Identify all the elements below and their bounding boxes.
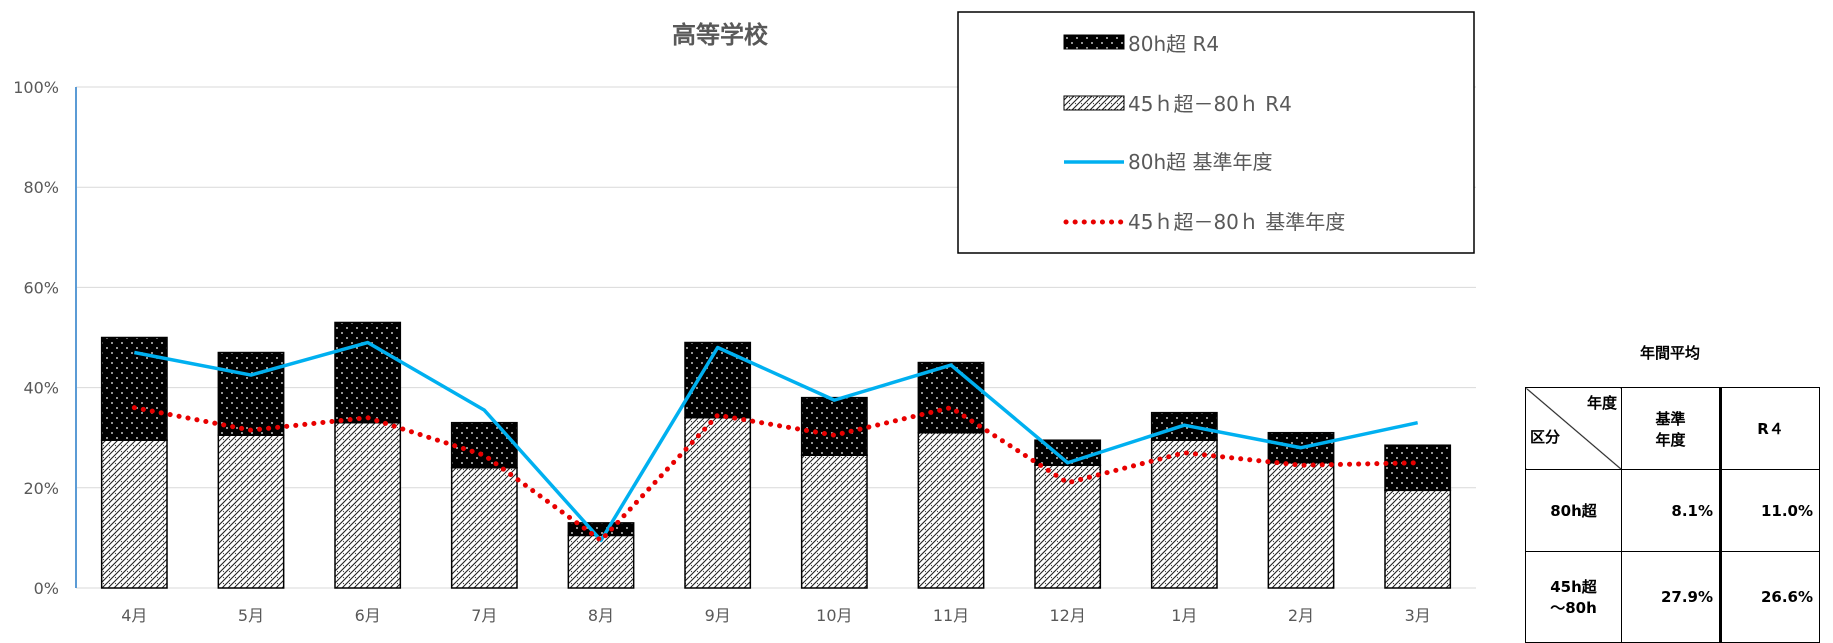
legend-label-80h-r4: 80h超 R4	[1128, 32, 1219, 56]
cell-80h-base: 8.1%	[1621, 469, 1721, 552]
header-base-line2: 年度	[1655, 430, 1686, 449]
annual-average-table: 年度 区分 基準 年度 R４ 80h超 8.1% 11.0% 45h超 ～80h…	[1525, 387, 1820, 643]
x-tick-label: 4月	[121, 606, 147, 625]
line-45h-base	[131, 404, 1421, 544]
x-tick-label: 11月	[933, 606, 969, 625]
table-corner-cell: 年度 区分	[1525, 387, 1622, 470]
x-tick-label: 9月	[705, 606, 731, 625]
bar-80h-r4	[450, 421, 518, 469]
bar-45h-r4	[800, 454, 868, 589]
bar-45h-r4	[1267, 462, 1335, 589]
x-tick-label: 7月	[471, 606, 497, 625]
x-tick-label: 12月	[1049, 606, 1085, 625]
line-80h-base	[134, 340, 1419, 543]
row-label-45h-line2: ～80h	[1550, 599, 1597, 617]
y-tick-label: 80%	[23, 178, 59, 197]
x-tick-label: 6月	[355, 606, 381, 625]
bar-80h-r4	[684, 341, 752, 419]
x-tick-label: 10月	[816, 606, 852, 625]
cell-45h-r4: 26.6%	[1719, 551, 1820, 643]
y-tick-label: 20%	[23, 479, 59, 498]
row-label-80h: 80h超	[1525, 469, 1622, 552]
bar-45h-r4	[567, 534, 635, 589]
y-tick-label: 40%	[23, 379, 59, 398]
bar-80h-r4	[800, 396, 868, 456]
row-label-45h-line1: 45h超	[1550, 578, 1597, 596]
bar-45h-r4	[100, 439, 168, 589]
x-tick-label: 2月	[1288, 606, 1314, 625]
legend: 80h超 R4 45ｈ超－80ｈ R4 80h超 基準年度 45ｈ超－80ｈ 基…	[957, 11, 1475, 254]
x-axis: 4月 5月 6月 7月 8月 9月 10月 11月 12月 1月 2月 3月	[121, 606, 1431, 625]
bar-80h-r4	[1384, 444, 1452, 492]
x-tick-label: 8月	[588, 606, 614, 625]
bar-80h-r4	[334, 321, 402, 424]
legend-label-80h-base: 80h超 基準年度	[1128, 150, 1272, 174]
bar-45h-r4	[217, 434, 285, 589]
x-tick-label: 3月	[1405, 606, 1431, 625]
header-base-year: 基準 年度	[1621, 387, 1721, 470]
bar-80h-r4	[100, 336, 168, 441]
y-tick-label: 60%	[23, 278, 59, 297]
lines	[131, 340, 1421, 544]
legend-swatch-45h-r4	[1063, 95, 1125, 111]
bar-45h-r4	[334, 421, 402, 589]
corner-year-label: 年度	[1586, 394, 1617, 412]
legend-swatch-80h-r4	[1063, 34, 1125, 50]
bar-45h-r4	[1384, 489, 1452, 589]
header-base-line1: 基準	[1655, 409, 1686, 428]
x-tick-label: 5月	[238, 606, 264, 625]
bar-45h-r4	[1034, 464, 1102, 589]
y-axis: 0% 20% 40% 60% 80% 100%	[13, 78, 59, 598]
bar-45h-r4	[684, 416, 752, 589]
chart-title: 高等学校	[672, 21, 769, 49]
y-tick-label: 0%	[34, 579, 59, 598]
chart: 高等学校 0% 20% 40% 60% 80% 100% 4月 5月 6月 7月 8月 9月 10月 1…	[13, 11, 1476, 625]
cell-45h-base: 27.9%	[1621, 551, 1721, 643]
bar-80h-r4	[217, 351, 285, 436]
legend-label-45h-base: 45ｈ超－80ｈ 基準年度	[1128, 210, 1345, 234]
x-tick-label: 1月	[1171, 606, 1197, 625]
corner-category-label: 区分	[1530, 428, 1561, 446]
header-r4: R４	[1719, 387, 1820, 470]
bar-45h-r4	[450, 467, 518, 589]
cell-80h-r4: 11.0%	[1719, 469, 1820, 552]
y-tick-label: 100%	[13, 78, 59, 97]
annual-average-title: 年間平均	[1640, 344, 1701, 362]
bar-45h-r4	[917, 431, 985, 589]
legend-label-45h-r4: 45ｈ超－80ｈ R4	[1128, 92, 1292, 116]
bars	[100, 321, 1452, 589]
bar-45h-r4	[1150, 439, 1218, 589]
